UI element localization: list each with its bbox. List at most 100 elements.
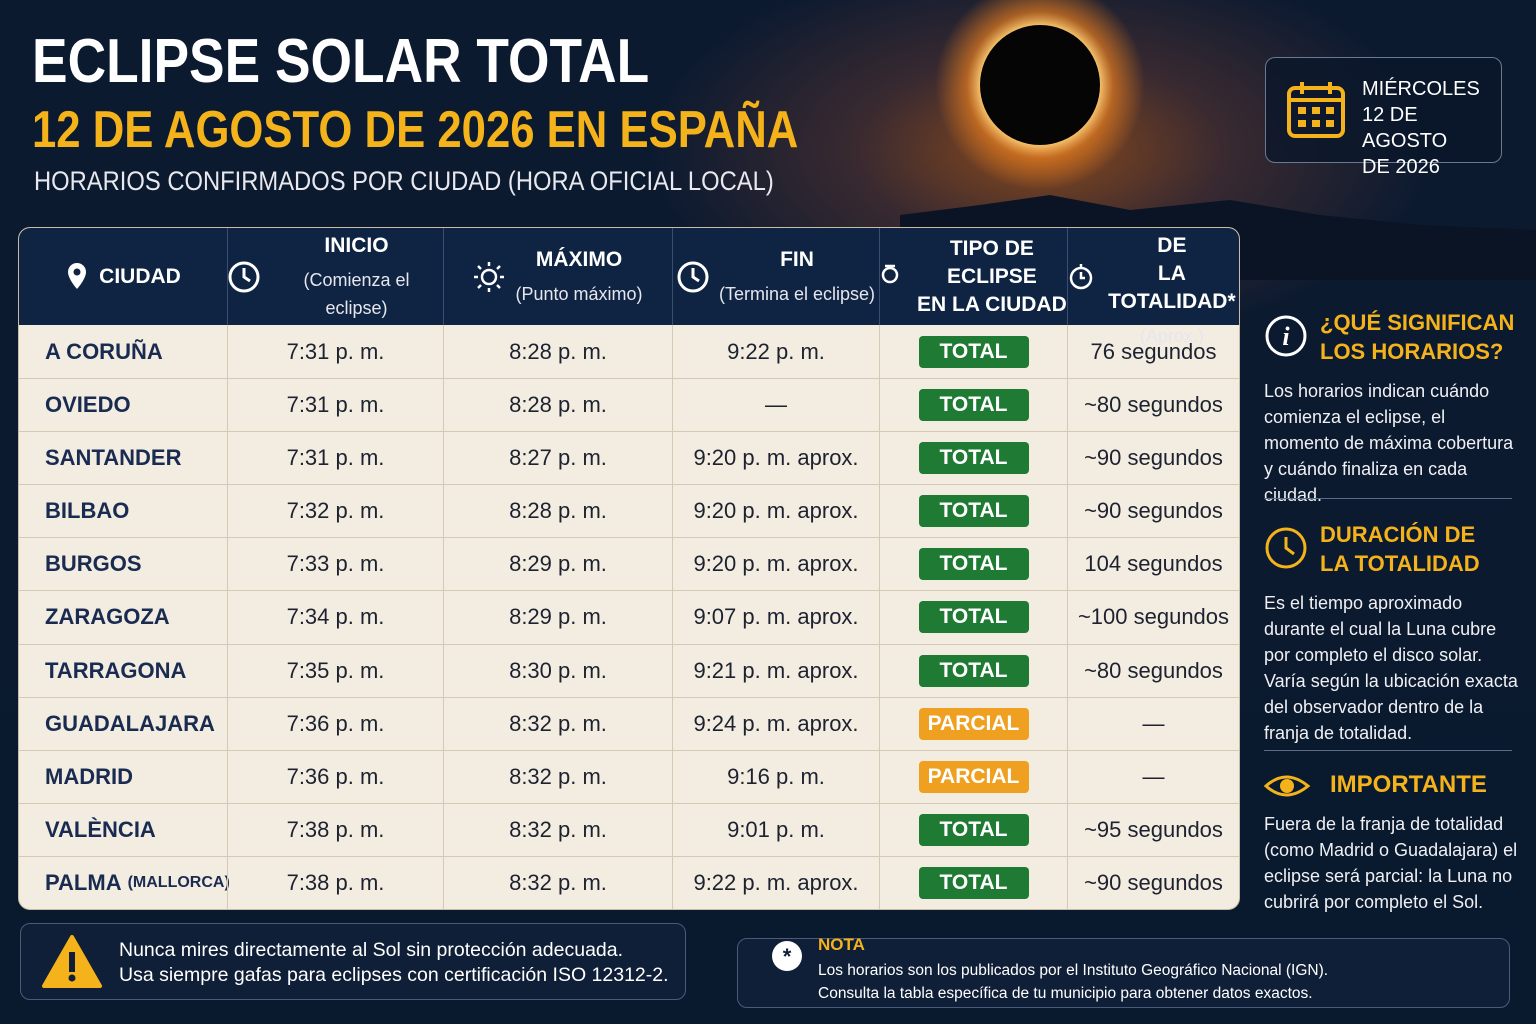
column-title: MÁXIMO (535, 247, 623, 271)
duration-cell: 104 segundos (1067, 538, 1239, 591)
end-cell: — (672, 379, 879, 432)
section-title-line: ¿QUÉ SIGNIFICAN (1320, 310, 1515, 335)
city-name: TARRAGONA (45, 657, 187, 683)
info-section: DURACIÓN DE LA TOTALIDAD Es el tiempo apro… (1264, 520, 1520, 746)
max-cell: 8:28 p. m. (443, 485, 672, 538)
end-cell: 9:07 p. m. aprox. (672, 591, 879, 644)
start-cell: 7:36 p. m. (227, 697, 443, 750)
column-icon (677, 261, 709, 292)
max-cell: 8:29 p. m. (443, 591, 672, 644)
tagline: HORARIOS CONFIRMADOS POR CIUDAD (HORA OF… (34, 166, 774, 196)
duration-cell: ~90 segundos (1067, 485, 1239, 538)
section-title: ¿QUÉ SIGNIFICAN LOS HORARIOS? (1320, 308, 1520, 366)
column-header: FIN (Termina el eclipse) (672, 228, 879, 325)
duration-cell: — (1067, 697, 1239, 750)
column-subtitle: (Comienza el eclipse) (303, 269, 410, 318)
city-cell: TARRAGONA (19, 645, 227, 697)
type-cell: PARCIAL (879, 750, 1067, 803)
type-cell: TOTAL (879, 485, 1067, 538)
schedule-table: CIUDAD INICIO (Comienza el eclipse) MÁXIMO (… (18, 227, 1240, 910)
info-section: i ¿QUÉ SIGNIFICAN LOS HORARIOS? Los horario… (1264, 308, 1520, 508)
column-title: DURACIÓN DE (1115, 228, 1228, 257)
header-content: TIPO DE ECLIPSE EN LA CIUDAD (880, 228, 1067, 325)
duration-cell: ~95 segundos (1067, 803, 1239, 856)
start-cell: 7:32 p. m. (227, 485, 443, 538)
end-cell: 9:16 p. m. (672, 750, 879, 803)
calendar-icon (1287, 82, 1345, 138)
type-cell: TOTAL (879, 325, 1067, 379)
end-cell: 9:24 p. m. aprox. (672, 697, 879, 750)
city-cell: A CORUÑA (19, 325, 227, 378)
table-row: MADRID 7:36 p. m. 8:32 p. m. 9:16 p. m. PARC… (19, 749, 1239, 803)
type-badge: TOTAL (918, 442, 1029, 475)
city-name: BURGOS (45, 551, 142, 577)
column-header: MÁXIMO (Punto máximo) (443, 228, 672, 325)
note-text: Los horarios son los publicados por el I… (818, 959, 1328, 1005)
column-title: INICIO (324, 233, 389, 257)
column-subtitle: (Termina el eclipse) (718, 283, 876, 304)
type-badge: PARCIAL (918, 707, 1029, 740)
city-name: A CORUÑA (45, 338, 163, 364)
type-badge: TOTAL (918, 654, 1029, 687)
table-row: A CORUÑA 7:31 p. m. 8:28 p. m. 9:22 p. m. TO… (19, 325, 1239, 379)
separator (1264, 750, 1512, 751)
header-content: DURACIÓN DE LA TOTALIDAD* (Aprox.) (1068, 228, 1239, 346)
city-name: GUADALAJARA (45, 710, 215, 736)
type-cell: TOTAL (879, 803, 1067, 856)
max-cell: 8:32 p. m. (443, 697, 672, 750)
header-content: FIN (Termina el eclipse) (673, 228, 879, 325)
type-badge: TOTAL (918, 389, 1029, 422)
note-line: Los horarios son los publicados por el I… (818, 962, 1329, 979)
table-row: BURGOS 7:33 p. m. 8:29 p. m. 9:20 p. m. apr… (19, 537, 1239, 591)
subtitle: 12 DE AGOSTO DE 2026 EN ESPAÑA (32, 101, 799, 159)
column-icon (68, 262, 87, 289)
table-row: OVIEDO 7:31 p. m. 8:28 p. m. — TOTAL ~80 segu… (19, 378, 1239, 432)
start-cell: 7:35 p. m. (227, 644, 443, 697)
end-cell: 9:20 p. m. aprox. (672, 432, 879, 485)
section-title-line: LOS HORARIOS? (1320, 339, 1504, 364)
section-text: Fuera de la franja de totalidad (como Ma… (1264, 814, 1518, 912)
section-text: Los horarios indican cuándo comienza el … (1264, 381, 1514, 505)
city-name: OVIEDO (45, 392, 131, 418)
warning-line: Nunca mires directamente al Sol sin prot… (119, 939, 624, 961)
start-cell: 7:34 p. m. (227, 591, 443, 644)
city-note: (MALLORCA) (127, 873, 230, 891)
warning-box: Nunca mires directamente al Sol sin prot… (20, 923, 686, 1000)
column-title: LA TOTALIDAD* (1108, 261, 1236, 313)
date-line: DE 2026 (1362, 156, 1440, 178)
column-title: CIUDAD (99, 264, 181, 288)
svg-text:*: * (783, 944, 792, 969)
type-cell: PARCIAL (879, 697, 1067, 750)
max-cell: 8:32 p. m. (443, 856, 672, 909)
city-cell: MADRID (19, 751, 227, 803)
type-badge: TOTAL (918, 813, 1029, 846)
end-cell: 9:22 p. m. aprox. (672, 856, 879, 909)
column-title: EN LA CIUDAD (917, 292, 1067, 316)
max-cell: 8:27 p. m. (443, 432, 672, 485)
table-row: TARRAGONA 7:35 p. m. 8:30 p. m. 9:21 p. m. … (19, 643, 1239, 697)
type-badge: TOTAL (918, 601, 1029, 634)
note-title: NOTA (818, 935, 865, 954)
note-icon: * (772, 941, 802, 971)
city-cell: PALMA (MALLORCA) (19, 857, 230, 909)
header-text: INICIO (Comienza el eclipse) (270, 232, 443, 322)
header-text: TIPO DE ECLIPSE EN LA CIUDAD (917, 235, 1067, 319)
city-cell: BILBAO (19, 485, 227, 537)
city-name: VALÈNCIA (45, 816, 156, 842)
column-title: TIPO DE ECLIPSE (946, 236, 1037, 288)
type-cell: TOTAL (879, 379, 1067, 432)
warning-line: Usa siempre gafas para eclipses con cert… (119, 964, 669, 986)
table-header: CIUDAD INICIO (Comienza el eclipse) MÁXIMO (… (19, 228, 1239, 346)
city-name: ZARAGOZA (45, 604, 170, 630)
city-cell: VALÈNCIA (19, 804, 227, 856)
city-cell: ZARAGOZA (19, 591, 227, 643)
header-text: CIUDAD (99, 263, 181, 291)
city-name: SANTANDER (45, 445, 182, 471)
header-content: MÁXIMO (Punto máximo) (444, 228, 672, 325)
type-badge: TOTAL (918, 495, 1029, 528)
end-cell: 9:20 p. m. aprox. (672, 485, 879, 538)
start-cell: 7:31 p. m. (227, 379, 443, 432)
info-section: IMPORTANTE Fuera de la franja de totalida… (1264, 770, 1520, 915)
section-icon: i (1265, 315, 1307, 357)
city-name: BILBAO (45, 498, 130, 524)
